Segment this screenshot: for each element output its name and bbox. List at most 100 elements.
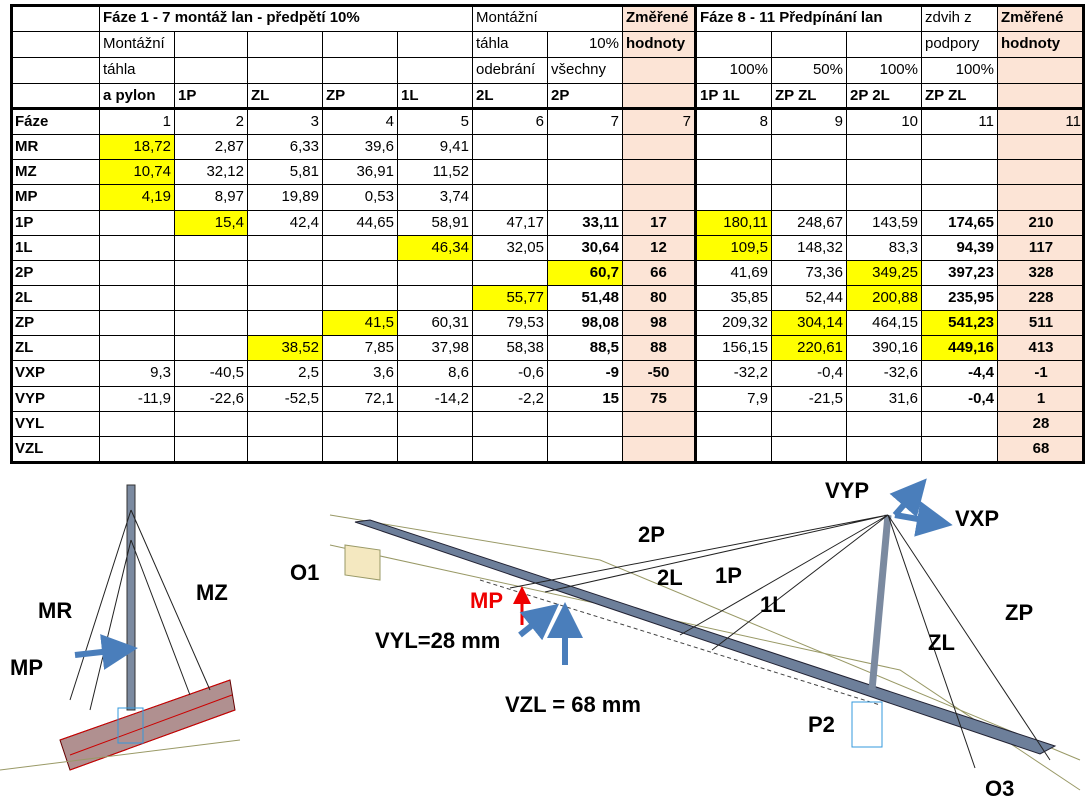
table-cell: Fáze 1 - 7 montáž lan - předpětí 10% [100, 6, 473, 32]
table-cell: 3,74 [398, 185, 473, 211]
label: ZP [1005, 600, 1033, 625]
table-cell: ZP [12, 311, 100, 337]
table-cell: -9 [548, 361, 623, 387]
table-cell [847, 160, 922, 186]
table-cell: 1P [175, 84, 248, 110]
table-cell [548, 160, 623, 186]
table-cell: 41,69 [697, 260, 772, 286]
label: MR [38, 598, 72, 623]
table-cell: 7,85 [323, 336, 398, 362]
table-cell: ZL [12, 336, 100, 362]
table-cell: 2L [12, 285, 100, 312]
table-cell: 349,25 [847, 260, 922, 286]
table-cell: 60,31 [398, 311, 473, 337]
table-cell: 464,15 [847, 311, 922, 337]
table-cell: 33,11 [548, 210, 623, 236]
table-cell [323, 235, 398, 261]
table-cell: odebrání [473, 58, 548, 84]
table-cell [623, 58, 697, 84]
table-cell: 1 [100, 110, 175, 136]
table-cell: 72,1 [323, 386, 398, 412]
table-cell: 7 [623, 110, 697, 136]
table-cell: 60,7 [548, 260, 623, 286]
table-cell [473, 135, 548, 161]
table-cell: 1L [398, 84, 473, 110]
table-cell: 15 [548, 386, 623, 412]
table-cell [248, 285, 323, 312]
table-cell: 100% [922, 58, 998, 84]
table-cell [100, 436, 175, 462]
table-cell [473, 436, 548, 462]
table-cell [248, 235, 323, 261]
table-cell: 79,53 [473, 311, 548, 337]
bridge-main-view [329, 478, 1081, 791]
label: MZ [196, 580, 228, 605]
table-cell: 148,32 [772, 235, 847, 261]
table-cell: -21,5 [772, 386, 847, 412]
table-cell: 2P [548, 84, 623, 110]
bridge-diagram: MR MZ MP O1 2P 2L 1P 1L VYP VXP MP VYL=2… [0, 478, 1081, 801]
table-cell [473, 185, 548, 211]
table-cell [12, 32, 100, 58]
table-cell: -40,5 [175, 361, 248, 387]
table-cell [548, 411, 623, 437]
table-cell: 7,9 [697, 386, 772, 412]
table-cell: 15,4 [175, 210, 248, 236]
table-cell [398, 260, 473, 286]
table-cell [323, 260, 398, 286]
table-cell [175, 311, 248, 337]
table-cell [398, 32, 473, 58]
table-cell [998, 160, 1085, 186]
table-cell [12, 58, 100, 84]
table-cell [922, 135, 998, 161]
label: O3 [985, 776, 1014, 801]
table-cell: 2 [175, 110, 248, 136]
data-table: Fáze 1 - 7 montáž lan - předpětí 10% Mont… [10, 4, 1085, 464]
table-cell [847, 135, 922, 161]
table-cell [922, 411, 998, 437]
table-cell: ZL [248, 84, 323, 110]
table-cell: 12 [623, 235, 697, 261]
table-cell [323, 32, 398, 58]
table-cell: 2P 2L [847, 84, 922, 110]
table-cell: 248,67 [772, 210, 847, 236]
table-cell: 2P [12, 260, 100, 286]
table-cell: -0,4 [922, 386, 998, 412]
table-cell [548, 135, 623, 161]
table-cell: 8,6 [398, 361, 473, 387]
table-cell: 37,98 [398, 336, 473, 362]
table-cell: 8 [697, 110, 772, 136]
table-cell [248, 311, 323, 337]
table-cell: 156,15 [697, 336, 772, 362]
table-cell [248, 32, 323, 58]
table-cell: 9,41 [398, 135, 473, 161]
table-cell: 449,16 [922, 336, 998, 362]
table-cell: ZP ZL [922, 84, 998, 110]
table-cell: 174,65 [922, 210, 998, 236]
table-cell: 5,81 [248, 160, 323, 186]
table-cell: 10,74 [100, 160, 175, 186]
table-cell: 36,91 [323, 160, 398, 186]
table-cell: 100% [847, 58, 922, 84]
table-cell: VYP [12, 386, 100, 412]
table-cell: 30,64 [548, 235, 623, 261]
table-cell [847, 185, 922, 211]
table-cell [100, 260, 175, 286]
table-cell: 1L [12, 235, 100, 261]
table-cell [623, 135, 697, 161]
table-cell: 511 [998, 311, 1085, 337]
table-cell: 50% [772, 58, 847, 84]
table-cell: táhla [473, 32, 548, 58]
table-cell: 98 [623, 311, 697, 337]
table-cell: podpory [922, 32, 998, 58]
table-cell: MZ [12, 160, 100, 186]
table-cell: 94,39 [922, 235, 998, 261]
table-cell [100, 210, 175, 236]
table-cell: 98,08 [548, 311, 623, 337]
table-cell [623, 84, 697, 110]
table-cell [623, 436, 697, 462]
table-cell [100, 311, 175, 337]
table-cell: MP [12, 185, 100, 211]
table-cell [175, 336, 248, 362]
table-cell: 6 [473, 110, 548, 136]
